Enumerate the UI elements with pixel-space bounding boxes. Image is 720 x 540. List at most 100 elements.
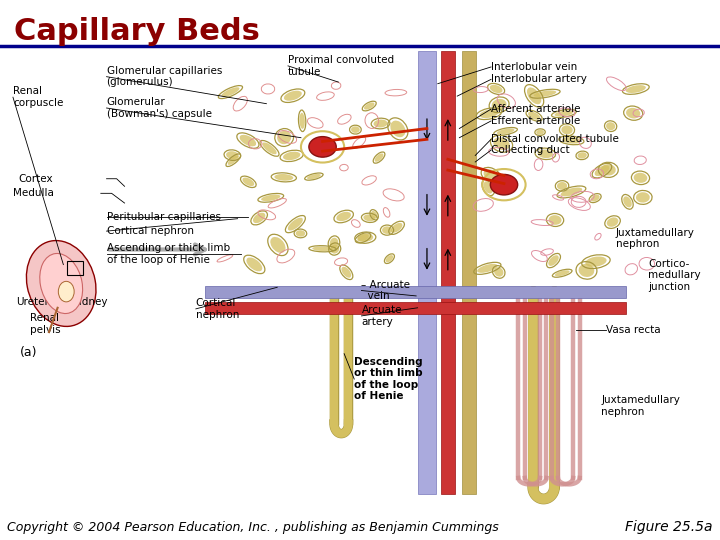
Text: Juxtamedullary
nephron: Juxtamedullary nephron xyxy=(616,228,695,249)
Ellipse shape xyxy=(562,125,572,134)
Text: Capillary Beds: Capillary Beds xyxy=(14,17,260,46)
Text: Medulla: Medulla xyxy=(13,188,54,198)
Ellipse shape xyxy=(382,226,392,234)
Ellipse shape xyxy=(277,131,291,144)
Text: Juxtamedullary
nephron: Juxtamedullary nephron xyxy=(601,395,680,417)
Ellipse shape xyxy=(40,253,83,314)
Ellipse shape xyxy=(261,194,280,201)
Ellipse shape xyxy=(309,137,336,157)
Ellipse shape xyxy=(300,113,305,129)
Ellipse shape xyxy=(307,174,321,179)
Ellipse shape xyxy=(562,137,581,144)
Ellipse shape xyxy=(357,234,369,241)
Ellipse shape xyxy=(226,151,238,159)
Ellipse shape xyxy=(484,181,493,193)
Ellipse shape xyxy=(371,211,377,219)
Ellipse shape xyxy=(374,153,384,162)
Text: (a): (a) xyxy=(20,346,37,359)
Ellipse shape xyxy=(492,99,507,111)
Ellipse shape xyxy=(336,212,351,221)
Text: Copyright © 2004 Pearson Education, Inc. , publishing as Benjamin Cummings: Copyright © 2004 Pearson Education, Inc.… xyxy=(7,521,499,534)
Text: Distal convoluted tubule: Distal convoluted tubule xyxy=(491,134,619,144)
Ellipse shape xyxy=(634,173,647,183)
Bar xyxy=(462,51,476,494)
Ellipse shape xyxy=(386,255,393,262)
Ellipse shape xyxy=(624,197,631,207)
Ellipse shape xyxy=(577,152,587,159)
Ellipse shape xyxy=(341,267,351,278)
Text: Proximal convoluted
tubule: Proximal convoluted tubule xyxy=(288,55,394,77)
Text: Cortical nephron: Cortical nephron xyxy=(107,226,194,236)
Ellipse shape xyxy=(312,246,333,251)
Text: Glomerular capillaries
(glomerulus): Glomerular capillaries (glomerulus) xyxy=(107,66,222,87)
Text: Efferent arteriole: Efferent arteriole xyxy=(491,116,580,126)
Text: Cortico-
medullary
junction: Cortico- medullary junction xyxy=(648,259,701,292)
Ellipse shape xyxy=(494,267,503,276)
Ellipse shape xyxy=(364,214,375,221)
Text: Renal
corpuscle: Renal corpuscle xyxy=(13,86,63,108)
Text: Renal
pelvis: Renal pelvis xyxy=(30,313,61,335)
Text: Peritubular capillaries: Peritubular capillaries xyxy=(107,212,220,222)
Ellipse shape xyxy=(490,174,518,195)
Ellipse shape xyxy=(490,85,503,93)
Text: Interlobular artery: Interlobular artery xyxy=(491,75,587,84)
Ellipse shape xyxy=(262,143,276,154)
Ellipse shape xyxy=(27,241,96,326)
Ellipse shape xyxy=(549,255,559,266)
Ellipse shape xyxy=(274,174,293,181)
Text: Interlobular vein: Interlobular vein xyxy=(491,62,577,72)
Ellipse shape xyxy=(554,111,573,117)
Ellipse shape xyxy=(636,192,649,202)
Ellipse shape xyxy=(607,218,618,227)
Ellipse shape xyxy=(374,119,387,127)
Ellipse shape xyxy=(626,85,646,93)
Text: Arcuate
artery: Arcuate artery xyxy=(361,305,402,327)
Ellipse shape xyxy=(527,87,541,104)
Ellipse shape xyxy=(626,108,640,118)
Ellipse shape xyxy=(600,164,616,176)
Ellipse shape xyxy=(357,233,373,242)
Ellipse shape xyxy=(477,264,498,273)
Text: Cortex: Cortex xyxy=(18,174,53,184)
Ellipse shape xyxy=(296,230,305,237)
Ellipse shape xyxy=(585,256,607,267)
Text: Descending
or thin limb
of the loop
of Henie: Descending or thin limb of the loop of H… xyxy=(354,357,423,401)
Ellipse shape xyxy=(390,120,405,137)
Bar xyxy=(418,51,436,494)
Ellipse shape xyxy=(557,182,567,190)
Ellipse shape xyxy=(270,237,286,253)
Text: Figure 25.5a: Figure 25.5a xyxy=(625,519,713,534)
Text: Collecting duct: Collecting duct xyxy=(491,145,570,155)
Ellipse shape xyxy=(253,213,266,223)
Ellipse shape xyxy=(243,178,254,186)
Ellipse shape xyxy=(288,218,303,231)
Ellipse shape xyxy=(606,122,615,130)
Text: Cortical
nephron: Cortical nephron xyxy=(196,298,239,320)
Bar xyxy=(205,286,626,298)
Ellipse shape xyxy=(364,103,374,110)
Text: Ascending or thick limb
of the loop of Henie: Ascending or thick limb of the loop of H… xyxy=(107,243,230,265)
Text: Glomerular
(Bowman's) capsule: Glomerular (Bowman's) capsule xyxy=(107,97,212,119)
Ellipse shape xyxy=(351,126,360,133)
Ellipse shape xyxy=(283,152,300,160)
Ellipse shape xyxy=(549,215,562,225)
Ellipse shape xyxy=(284,91,302,101)
Text: Kidney: Kidney xyxy=(72,298,107,307)
Ellipse shape xyxy=(484,170,498,181)
Ellipse shape xyxy=(579,264,594,277)
Ellipse shape xyxy=(493,137,510,150)
Ellipse shape xyxy=(497,129,514,134)
Ellipse shape xyxy=(536,130,544,134)
Text: Ureter: Ureter xyxy=(16,298,49,307)
Ellipse shape xyxy=(538,150,553,158)
FancyArrowPatch shape xyxy=(109,245,205,254)
Text: Afferent arteriole: Afferent arteriole xyxy=(491,104,580,114)
Ellipse shape xyxy=(391,223,402,233)
Ellipse shape xyxy=(595,165,609,176)
Ellipse shape xyxy=(246,258,262,271)
Ellipse shape xyxy=(555,270,570,276)
Ellipse shape xyxy=(534,90,557,97)
Ellipse shape xyxy=(221,87,240,97)
Bar xyxy=(441,51,455,494)
Ellipse shape xyxy=(480,109,498,118)
